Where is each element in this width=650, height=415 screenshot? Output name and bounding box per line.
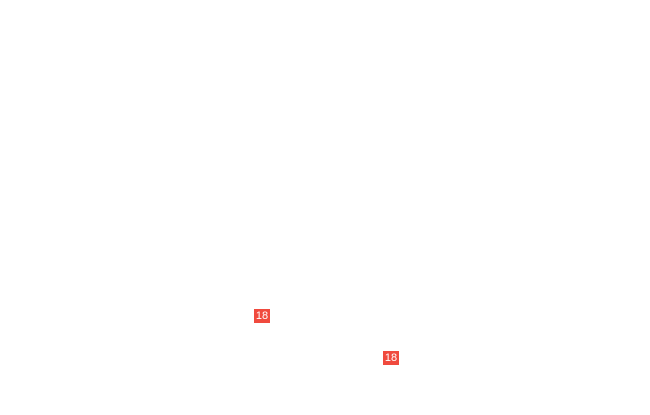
count-badge: 18	[254, 309, 270, 323]
count-badge: 18	[383, 351, 399, 365]
